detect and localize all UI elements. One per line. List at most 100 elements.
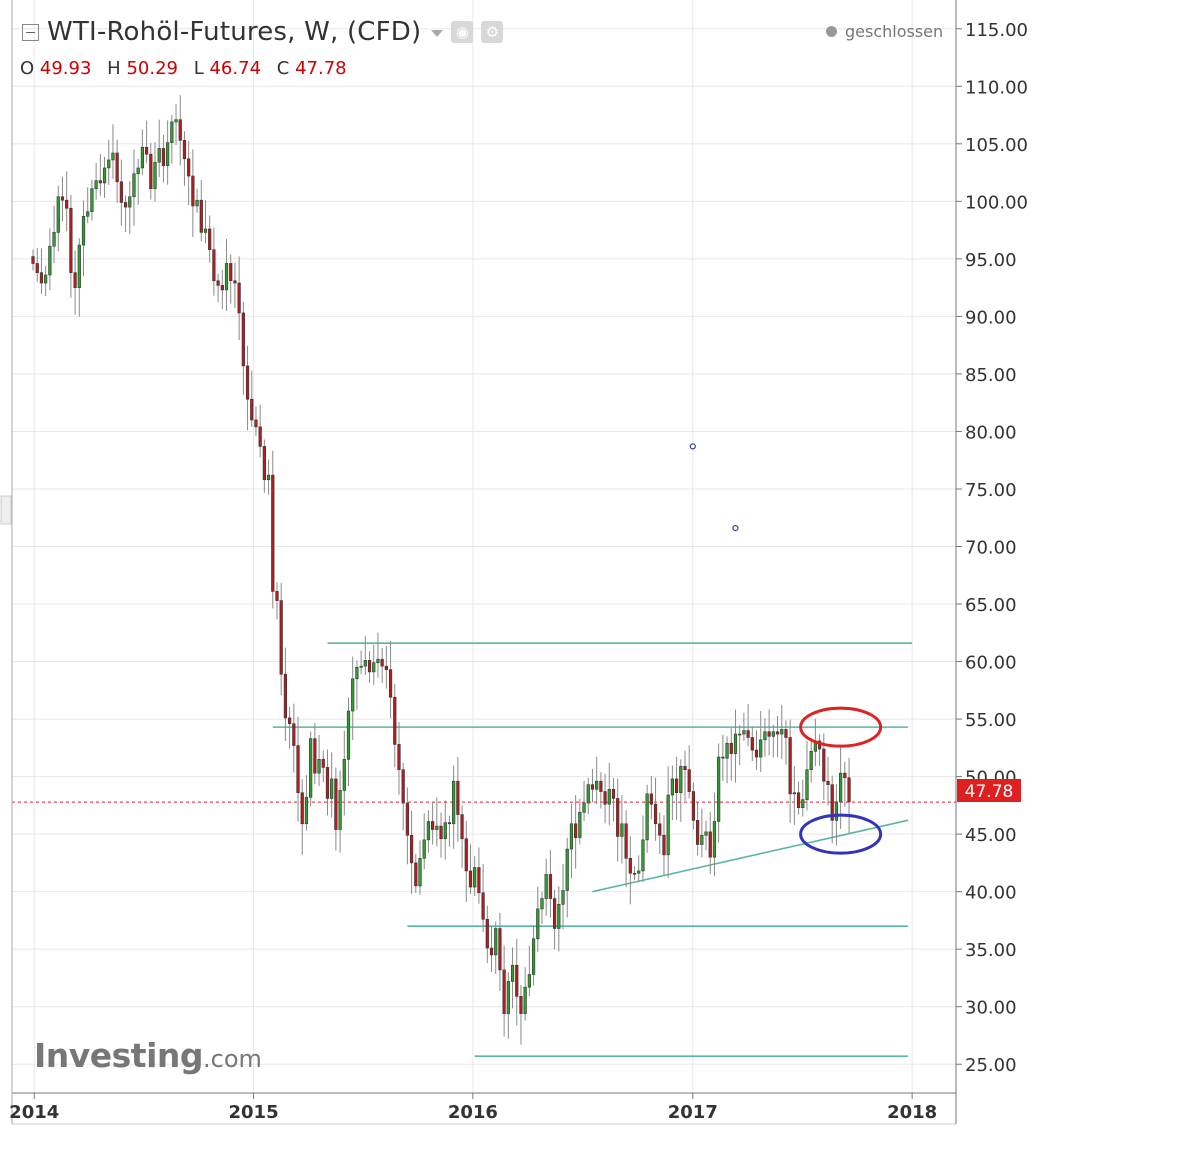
- candle-body: [245, 365, 250, 400]
- candle-body: [279, 600, 283, 675]
- candle-body: [351, 678, 355, 712]
- y-tick-label: 75.00: [965, 480, 1017, 501]
- candle-body: [822, 748, 826, 782]
- candle-body: [763, 731, 767, 741]
- candle-body: [616, 798, 620, 837]
- chevron-down-icon[interactable]: [431, 29, 444, 37]
- y-tick-label: 95.00: [965, 250, 1017, 271]
- high-value: 50.29: [126, 58, 178, 79]
- candle-body: [721, 756, 725, 759]
- candle-body: [39, 272, 44, 284]
- price-tag-box: [957, 779, 1021, 802]
- candle-body: [662, 834, 666, 856]
- candle-body: [620, 823, 624, 837]
- collapse-icon[interactable]: [22, 23, 39, 41]
- candle-body: [561, 890, 565, 905]
- candle-body: [31, 256, 35, 264]
- candle-body: [380, 658, 384, 667]
- candle-body: [191, 175, 195, 207]
- eye-icon[interactable]: ◉: [451, 21, 474, 43]
- candle-body: [90, 188, 94, 212]
- candle-body: [123, 202, 128, 208]
- candle-body: [342, 759, 346, 791]
- candle-body: [700, 834, 704, 845]
- candle-body: [69, 207, 73, 273]
- candle-body: [241, 312, 245, 367]
- candle-body: [839, 772, 843, 803]
- candle-body: [649, 793, 653, 805]
- grid: [12, 0, 956, 1093]
- candle-body: [658, 823, 662, 836]
- scroll-handle[interactable]: [0, 495, 12, 525]
- candle-body: [250, 398, 254, 421]
- candle-body: [489, 947, 494, 956]
- candle-body: [687, 769, 691, 792]
- candle-body: [759, 739, 763, 758]
- candle-body: [199, 199, 203, 233]
- candle-body: [233, 280, 237, 284]
- close-label: C: [276, 58, 290, 79]
- red-ellipse: [799, 706, 883, 748]
- candle-body: [128, 196, 132, 208]
- y-tick-label: 40.00: [965, 883, 1017, 904]
- blue-ellipse: [799, 813, 883, 855]
- y-tick-label: 90.00: [965, 307, 1017, 328]
- candle-body: [102, 167, 107, 184]
- candle-body: [86, 211, 90, 217]
- candle-body: [674, 778, 679, 794]
- candle-body: [208, 228, 212, 250]
- candle-body: [203, 228, 208, 233]
- candle-body: [359, 665, 363, 668]
- candle-body: [153, 161, 157, 189]
- candle-body: [397, 744, 401, 771]
- candle-body: [464, 838, 468, 872]
- candle-body: [834, 801, 839, 821]
- support-trend-line: [592, 819, 909, 893]
- candle-body: [809, 750, 813, 771]
- candle-body: [586, 784, 590, 804]
- candle-body: [750, 737, 754, 751]
- candle-body: [44, 274, 48, 284]
- candle-body: [536, 908, 540, 940]
- candle-body: [254, 419, 258, 428]
- gear-icon[interactable]: ⚙: [481, 21, 504, 43]
- candle-body: [266, 474, 271, 481]
- candle-body: [435, 825, 439, 830]
- candle-body: [519, 996, 523, 1014]
- candle-body: [548, 874, 553, 899]
- ohlc-readout: O 49.93 H 50.29 L 46.74 C 47.78: [20, 58, 357, 79]
- candle-body: [439, 825, 443, 840]
- candle-body: [262, 446, 266, 481]
- candle-body: [506, 981, 510, 1014]
- candle-body: [338, 790, 342, 830]
- candle-body: [149, 153, 153, 189]
- candle-body: [641, 839, 645, 872]
- y-tick-label: 45.00: [965, 825, 1017, 846]
- candle-body: [796, 792, 801, 808]
- candle-body: [65, 199, 69, 209]
- low-label: L: [193, 58, 204, 79]
- y-tick-label: 25.00: [965, 1055, 1017, 1076]
- current-price-tag: 47.78: [957, 779, 1021, 802]
- candle-body: [405, 802, 409, 836]
- candle-body: [712, 821, 717, 858]
- candle-body: [384, 665, 388, 670]
- candle-body: [426, 821, 431, 841]
- candle-body: [300, 792, 304, 825]
- candle-body: [696, 820, 700, 845]
- candles: [31, 95, 851, 1045]
- chart-header: WTI-Rohöl-Futures, W, (CFD) ◉ ⚙: [22, 14, 504, 50]
- candle-body: [216, 280, 220, 286]
- candle-body: [321, 759, 325, 768]
- y-tick-label: 80.00: [965, 422, 1017, 443]
- status-text: geschlossen: [845, 22, 944, 41]
- candle-body: [691, 791, 696, 821]
- candle-body: [628, 857, 632, 874]
- open-value: 49.93: [39, 58, 92, 79]
- candle-body: [582, 802, 586, 813]
- status-dot-icon: [826, 26, 837, 37]
- candle-body: [603, 791, 607, 805]
- logo-suffix: .com: [203, 1045, 262, 1073]
- x-tick-label: 2018: [887, 1102, 937, 1123]
